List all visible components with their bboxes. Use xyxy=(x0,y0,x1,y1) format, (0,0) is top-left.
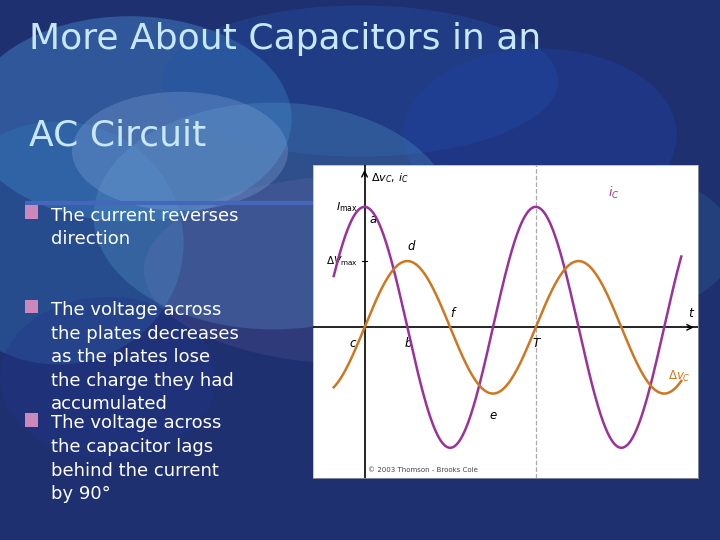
Text: $\Delta V_{\mathrm{max}}$: $\Delta V_{\mathrm{max}}$ xyxy=(326,254,358,268)
Ellipse shape xyxy=(72,92,288,211)
Text: The voltage across
the plates decreases
as the plates lose
the charge they had
a: The voltage across the plates decreases … xyxy=(51,301,239,414)
Text: The current reverses
direction: The current reverses direction xyxy=(51,206,238,248)
Text: AC Circuit: AC Circuit xyxy=(29,119,206,153)
Text: © 2003 Thomson - Brooks Cole: © 2003 Thomson - Brooks Cole xyxy=(368,467,478,473)
Bar xyxy=(25,205,38,219)
Text: More About Capacitors in an: More About Capacitors in an xyxy=(29,22,541,56)
Ellipse shape xyxy=(533,176,720,310)
Text: e: e xyxy=(490,409,497,422)
Ellipse shape xyxy=(403,49,677,221)
Text: The voltage across
the capacitor lags
behind the current
by 90°: The voltage across the capacitor lags be… xyxy=(51,415,222,503)
Text: $t$: $t$ xyxy=(688,307,695,320)
Bar xyxy=(25,413,38,427)
Ellipse shape xyxy=(144,176,576,364)
Text: $\Delta v_C,\, i_C$: $\Delta v_C,\, i_C$ xyxy=(372,171,410,185)
Text: $I_{\mathrm{max}}$: $I_{\mathrm{max}}$ xyxy=(336,200,358,214)
Ellipse shape xyxy=(0,297,216,459)
Text: T: T xyxy=(532,337,539,350)
Text: c: c xyxy=(349,337,356,350)
Ellipse shape xyxy=(0,16,292,221)
Ellipse shape xyxy=(0,122,184,364)
Text: $i_C$: $i_C$ xyxy=(608,185,619,201)
Text: a: a xyxy=(369,213,377,226)
Text: d: d xyxy=(408,240,415,253)
Bar xyxy=(25,300,38,313)
Text: b: b xyxy=(405,337,412,350)
Ellipse shape xyxy=(324,230,612,418)
Text: $\Delta v_C$: $\Delta v_C$ xyxy=(667,369,690,384)
Ellipse shape xyxy=(162,5,558,157)
Text: f: f xyxy=(450,307,454,320)
Ellipse shape xyxy=(94,103,454,329)
